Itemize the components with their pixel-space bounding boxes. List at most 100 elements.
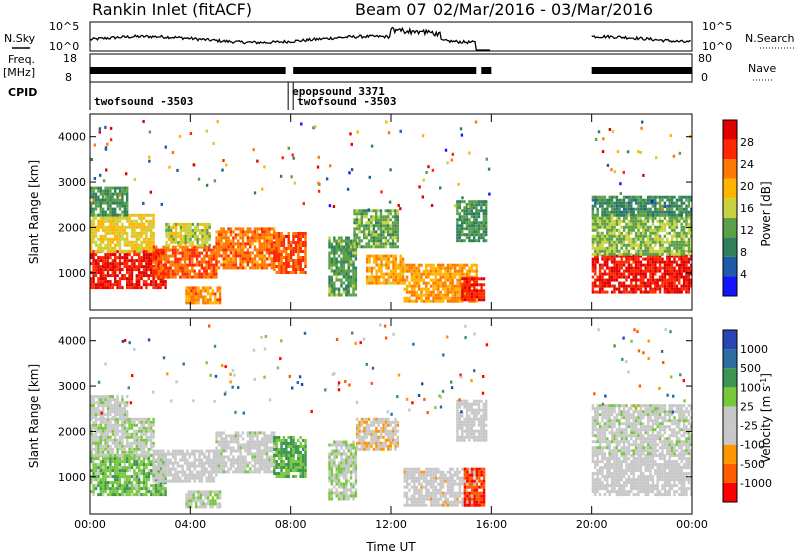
heatmap-cell <box>365 275 369 279</box>
heatmap-cell <box>618 222 621 226</box>
heatmap-cell <box>277 271 281 274</box>
heatmap-cell <box>140 450 143 454</box>
heatmap-cell <box>618 204 621 208</box>
heatmap-cell <box>347 287 350 291</box>
heatmap-cell <box>622 243 626 247</box>
heatmap-cell <box>478 295 481 299</box>
heatmap-cell <box>114 432 117 436</box>
heatmap-cell <box>304 238 307 241</box>
heatmap-cell <box>654 240 657 244</box>
heatmap-cell <box>687 284 691 288</box>
heatmap-cell <box>114 213 117 217</box>
heatmap-cell <box>342 248 346 252</box>
heatmap-cell <box>485 203 488 207</box>
heatmap-cell <box>355 209 359 213</box>
heatmap-cell <box>94 450 98 454</box>
heatmap-cell <box>140 219 143 223</box>
heatmap-cell <box>102 271 105 275</box>
heatmap-cell <box>429 293 433 297</box>
heatmap-cell <box>116 407 119 411</box>
heatmap-cell <box>661 275 664 279</box>
heatmap-cell <box>150 253 153 257</box>
heatmap-cell <box>126 189 129 193</box>
heatmap-cell <box>106 484 110 488</box>
heatmap-cell <box>453 299 457 303</box>
heatmap-cell <box>690 213 693 217</box>
heatmap-cell <box>345 272 348 276</box>
heatmap-cell <box>591 284 595 288</box>
heatmap-cell <box>157 449 160 453</box>
heatmap-cell <box>613 219 616 223</box>
heatmap-point <box>370 144 374 148</box>
heatmap-cell <box>658 269 662 273</box>
heatmap-cell <box>473 298 476 302</box>
heatmap-cell <box>470 227 473 231</box>
heatmap-cell <box>634 225 638 229</box>
heatmap-cell <box>97 198 100 202</box>
heatmap-cell <box>649 195 652 199</box>
heatmap-cell <box>111 423 114 427</box>
heatmap-cell <box>138 237 141 241</box>
heatmap-cell <box>649 287 652 291</box>
heatmap-cell <box>468 203 471 207</box>
heatmap-cell <box>227 260 230 264</box>
heatmap-cell <box>673 269 676 273</box>
heatmap-cell <box>461 286 464 290</box>
heatmap-cell <box>401 278 405 282</box>
heatmap-cell <box>159 263 163 267</box>
heatmap-cell <box>630 257 633 261</box>
heatmap-cell <box>94 401 98 405</box>
heatmap-cell <box>188 272 192 276</box>
heatmap-cell <box>415 281 418 285</box>
heatmap-cell <box>292 232 295 235</box>
heatmap-cell <box>328 251 331 255</box>
heatmap-cell <box>615 204 619 208</box>
heatmap-cell <box>651 254 655 258</box>
heatmap-point <box>611 130 615 134</box>
heatmap-cell <box>654 207 657 211</box>
heatmap-cell <box>186 222 190 226</box>
heatmap-cell <box>92 189 95 193</box>
heatmap-cell <box>263 233 266 237</box>
heatmap-cell <box>685 254 688 258</box>
heatmap-cell <box>126 416 129 420</box>
heatmap-cell <box>642 222 645 226</box>
heatmap-cell <box>99 222 102 226</box>
heatmap-cell <box>485 212 488 216</box>
heatmap-cell <box>337 260 341 264</box>
heatmap-cell <box>133 240 136 244</box>
heatmap-cell <box>280 256 283 259</box>
heatmap-cell <box>367 239 371 243</box>
heatmap-cell <box>195 272 199 276</box>
heatmap-cell <box>207 272 211 276</box>
heatmap-cell <box>94 207 98 211</box>
heatmap-cell <box>109 413 112 417</box>
heatmap-cell <box>94 438 98 442</box>
heatmap-cell <box>135 265 138 269</box>
heatmap-cell <box>135 268 138 272</box>
heatmap-cell <box>106 189 110 193</box>
heatmap-cell <box>598 243 602 247</box>
heatmap-cell <box>123 231 126 235</box>
heatmap-cell <box>465 227 469 231</box>
heatmap-cell <box>613 195 616 199</box>
heatmap-cell <box>92 240 95 244</box>
heatmap-cell <box>121 447 124 451</box>
heatmap-cell <box>229 257 233 261</box>
heatmap-cell <box>126 444 129 448</box>
heatmap-cell <box>172 225 175 229</box>
heatmap-cell <box>155 476 158 480</box>
heatmap-cell <box>116 423 119 427</box>
heatmap-cell <box>140 423 143 427</box>
heatmap-cell <box>634 207 638 211</box>
heatmap-cell <box>90 231 93 235</box>
heatmap-cell <box>301 259 305 262</box>
heatmap-cell <box>123 475 126 479</box>
heatmap-cell <box>99 438 102 442</box>
heatmap-cell <box>646 240 650 244</box>
heatmap-cell <box>654 281 657 285</box>
heatmap-cell <box>468 221 471 225</box>
heatmap-cell <box>620 213 623 217</box>
heatmap-cell <box>690 195 693 199</box>
heatmap-cell <box>140 453 143 457</box>
